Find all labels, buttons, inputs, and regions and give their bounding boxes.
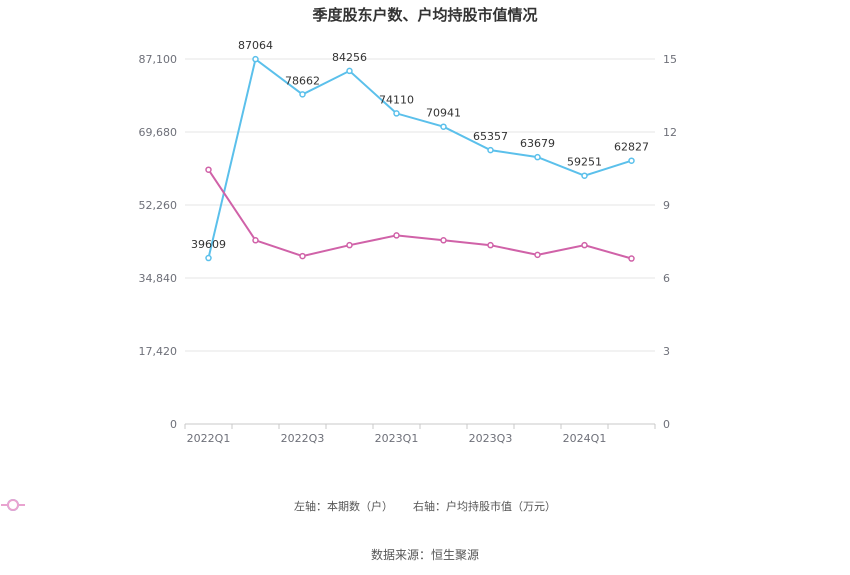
x-tick-label: 2023Q1 bbox=[375, 432, 419, 445]
data-label: 78662 bbox=[285, 74, 320, 87]
data-label: 84256 bbox=[332, 51, 367, 64]
data-label-layer: 39609 87064 78662 84256 74110 70941 65357 63679… bbox=[191, 39, 649, 251]
legend-item-avg-value[interactable]: 右轴：户均持股市值（万元） bbox=[1, 498, 556, 514]
y-right-tick-label: 15 bbox=[663, 53, 677, 66]
data-label: 62827 bbox=[614, 141, 649, 154]
series-line-0 bbox=[207, 57, 632, 259]
legend-label-avg-value: 右轴：户均持股市值（万元） bbox=[413, 500, 556, 513]
y-right-tick-label: 3 bbox=[663, 345, 670, 358]
legend-label-households: 左轴：本期数（户） bbox=[294, 500, 393, 513]
data-label: 65357 bbox=[473, 130, 508, 143]
data-point[interactable] bbox=[487, 146, 494, 154]
y-left-tick-label: 52,260 bbox=[139, 199, 178, 212]
data-point[interactable] bbox=[252, 55, 259, 63]
data-label: 39609 bbox=[191, 238, 226, 251]
x-tick-label: 2022Q1 bbox=[187, 432, 231, 445]
data-point[interactable] bbox=[581, 241, 588, 249]
data-point[interactable] bbox=[393, 232, 400, 239]
data-label: 70941 bbox=[426, 107, 461, 120]
y-left-tick-label: 34,840 bbox=[139, 272, 178, 285]
x-tick-label: 2024Q1 bbox=[563, 432, 607, 445]
y-right-tick-label: 6 bbox=[663, 272, 670, 285]
data-label: 59251 bbox=[567, 156, 602, 169]
data-label: 74110 bbox=[379, 93, 414, 106]
data-point[interactable] bbox=[252, 237, 259, 244]
legend-item-households[interactable]: 左轴：本期数（户） bbox=[1, 498, 393, 514]
y-right-tick-label: 9 bbox=[663, 199, 670, 212]
axis-layer: 0 0 17,420 3 34,840 6 52,260 9 69,680 12 87,100 15 2… bbox=[139, 53, 678, 445]
y-left-tick-label: 69,680 bbox=[139, 126, 178, 139]
y-left-tick-label: 0 bbox=[170, 418, 177, 431]
data-point[interactable] bbox=[628, 255, 635, 262]
data-point[interactable] bbox=[440, 237, 447, 244]
data-point[interactable] bbox=[581, 172, 588, 179]
data-label: 87064 bbox=[238, 39, 273, 52]
series-line-1 bbox=[207, 169, 632, 260]
y-left-tick-label: 17,420 bbox=[139, 345, 178, 358]
legend-line-icon bbox=[1, 499, 25, 511]
data-point[interactable] bbox=[534, 153, 541, 161]
data-point[interactable] bbox=[346, 241, 353, 249]
data-point[interactable] bbox=[299, 91, 306, 98]
data-point[interactable] bbox=[487, 241, 494, 249]
y-left-tick-label: 87,100 bbox=[139, 53, 178, 66]
y-right-tick-label: 12 bbox=[663, 126, 677, 139]
data-point[interactable] bbox=[440, 123, 447, 130]
chart-title: 季度股东户数、户均持股市值情况 bbox=[312, 6, 538, 24]
data-point[interactable] bbox=[346, 67, 353, 75]
data-point[interactable] bbox=[628, 157, 635, 164]
data-source: 数据来源：恒生聚源 bbox=[370, 548, 479, 562]
data-point[interactable] bbox=[205, 254, 212, 262]
x-tick-label: 2023Q3 bbox=[469, 432, 513, 445]
legend: 左轴：本期数（户） 右轴：户均持股市值（万元） bbox=[0, 498, 850, 514]
data-point[interactable] bbox=[534, 251, 541, 259]
data-point[interactable] bbox=[393, 110, 400, 117]
y-right-tick-label: 0 bbox=[663, 418, 670, 431]
x-tick-label: 2022Q3 bbox=[281, 432, 325, 445]
series-layer bbox=[205, 55, 635, 262]
data-label: 63679 bbox=[520, 137, 555, 150]
data-point[interactable] bbox=[205, 166, 212, 173]
data-point[interactable] bbox=[299, 252, 306, 260]
